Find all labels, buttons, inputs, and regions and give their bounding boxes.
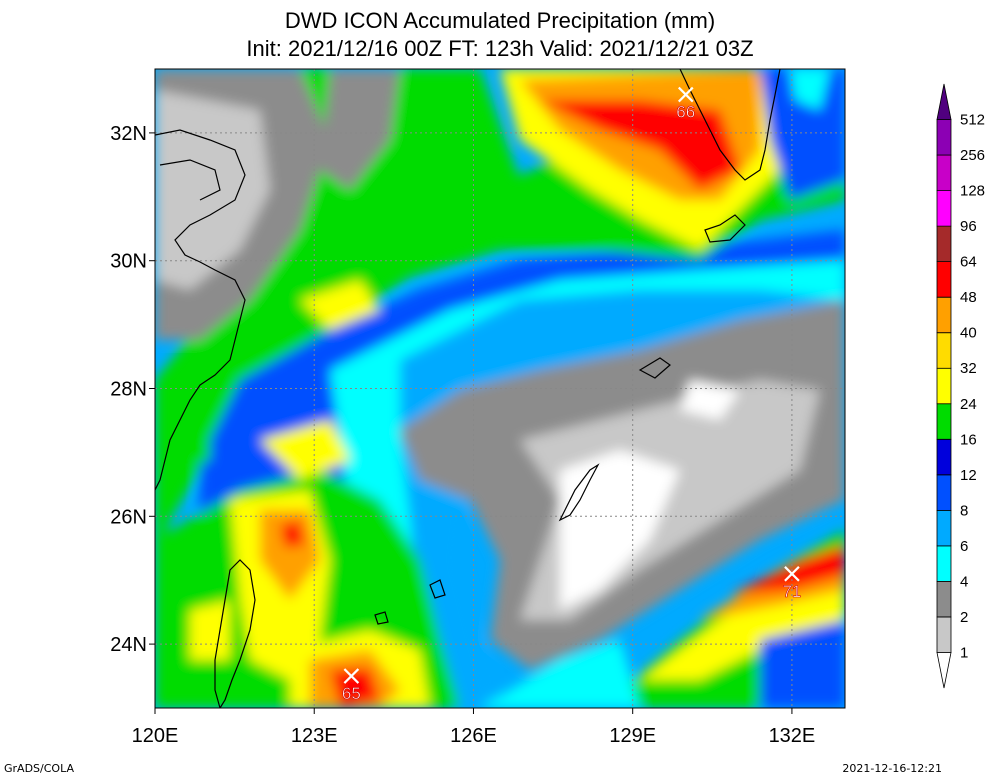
coastlines [155, 69, 781, 708]
colorbar-level-label: 8 [960, 502, 968, 519]
colorbar-segment [936, 367, 952, 405]
lon-tick-label: 126E [450, 725, 497, 747]
maximum-value-label: 66 [676, 103, 695, 122]
colorbar-segment [936, 474, 952, 511]
lat-tick-label: 24N [110, 634, 147, 656]
lat-tick-label: 28N [110, 379, 147, 401]
colorbar-segment [936, 616, 952, 653]
grid-lines [155, 69, 845, 708]
chart-title: DWD ICON Accumulated Precipitation (mm) [284, 8, 716, 33]
colorbar-level-label: 1 [960, 644, 968, 661]
colorbar-segment [936, 190, 952, 227]
colorbar-segment [936, 581, 952, 618]
colorbar-segment [936, 261, 952, 298]
lat-tick-label: 26N [110, 506, 147, 528]
colorbar-level-label: 12 [960, 467, 977, 484]
colorbar-level-label: 96 [960, 218, 977, 235]
plot-area [155, 69, 845, 708]
colorbar-segment [936, 403, 952, 440]
maximum-value-label: 71 [782, 582, 801, 601]
colorbar-level-label: 16 [960, 431, 977, 448]
colorbar-segment [936, 652, 952, 689]
colorbar-segment [936, 296, 952, 334]
colorbar-level-label: 6 [960, 538, 968, 555]
colorbar-level-label: 48 [960, 289, 977, 306]
colorbar-level-label: 32 [960, 360, 977, 377]
colorbar-level-label: 256 [960, 147, 985, 164]
colorbar-segment [936, 154, 952, 191]
footer-timestamp: 2021-12-16-12:21 [842, 762, 942, 775]
axes: 120E 123E 126E 129E 132E 24N 26N 28N 30N 32N [110, 123, 815, 747]
colorbar-segment [936, 225, 952, 263]
colorbar-segment [936, 438, 952, 476]
colorbar-segment [936, 545, 952, 582]
colorbar-level-label: 64 [960, 254, 977, 271]
colorbar-segment [936, 83, 952, 120]
colorbar-level-label: 512 [960, 112, 985, 129]
lat-tick-label: 30N [110, 251, 147, 273]
colorbar-segment [936, 509, 952, 547]
colorbar-level-label: 128 [960, 183, 985, 200]
maximum-value-label: 65 [342, 684, 361, 703]
maximum-marker: 66 [676, 86, 696, 122]
lon-tick-label: 132E [769, 725, 816, 747]
lat-tick-label: 32N [110, 123, 147, 145]
colorbar-level-label: 4 [960, 573, 968, 590]
lon-tick-label: 123E [291, 725, 338, 747]
maximum-marker: 65 [342, 668, 361, 703]
lon-tick-label: 120E [132, 725, 179, 747]
footer-software-label: GrADS/COLA [4, 762, 74, 775]
maximum-marker: 71 [782, 566, 802, 601]
colorbar-level-label: 40 [960, 325, 977, 342]
colorbar-level-label: 2 [960, 609, 968, 626]
lon-tick-label: 129E [609, 725, 656, 747]
maxima-markers: 66 65 71 [342, 86, 802, 703]
colorbar-level-label: 24 [960, 396, 977, 413]
colorbar-segment [936, 119, 952, 156]
colorbar-segment [936, 332, 952, 369]
chart-subtitle: Init: 2021/12/16 00Z FT: 123h Valid: 202… [246, 36, 754, 61]
